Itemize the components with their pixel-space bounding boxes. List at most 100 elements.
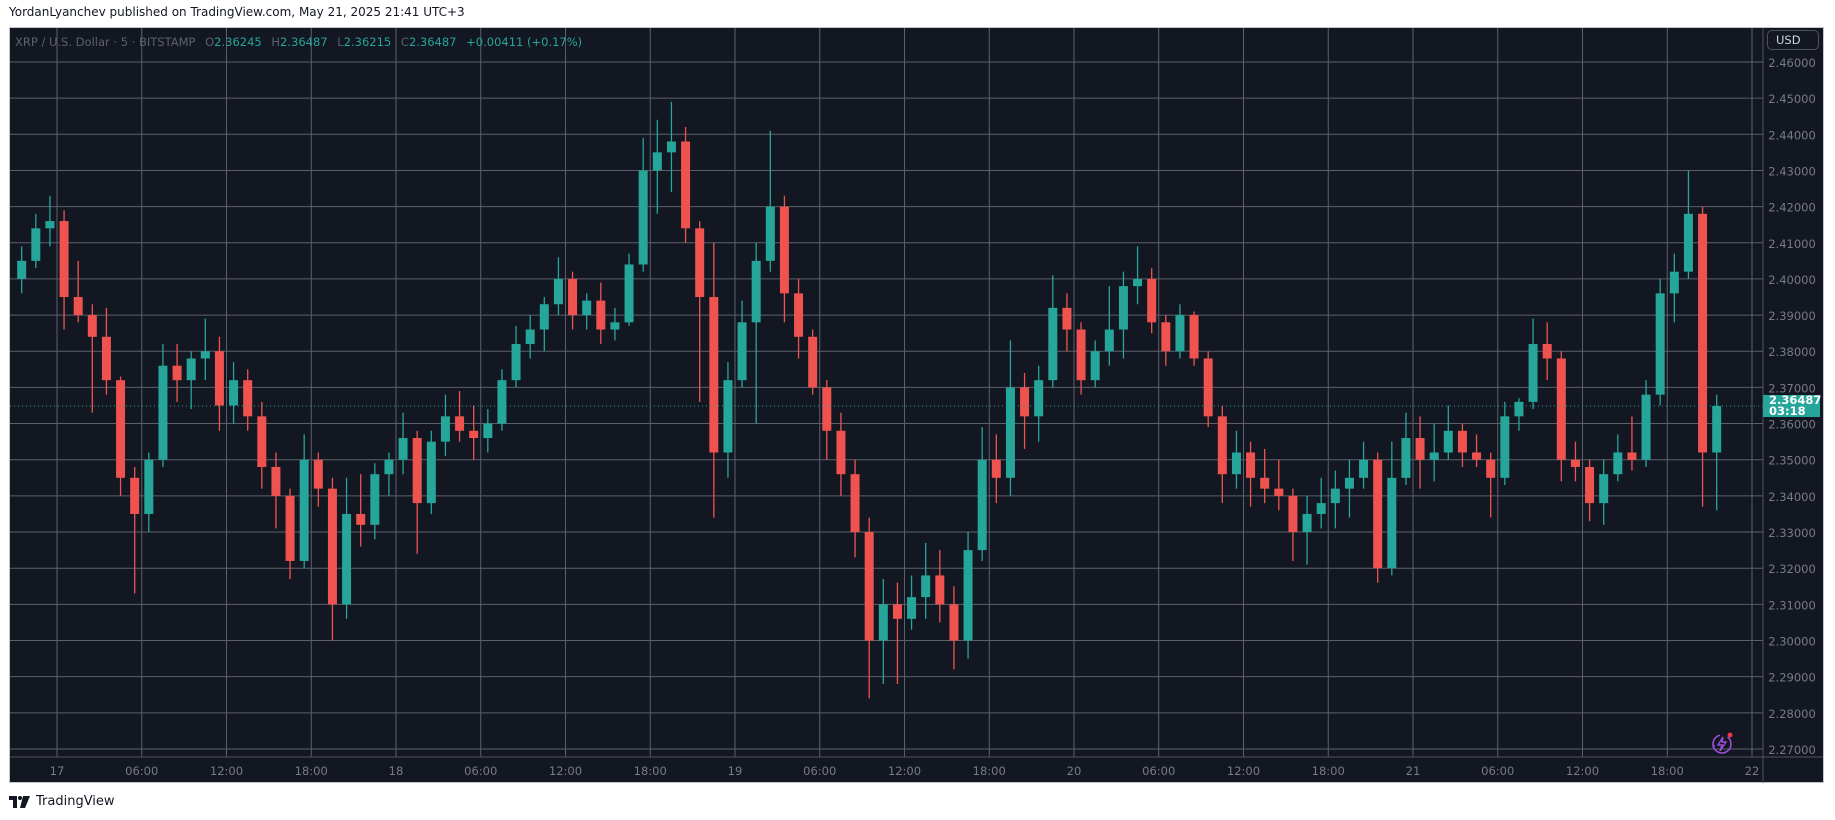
candle (779, 195, 789, 323)
currency-button[interactable]: USD (1767, 30, 1819, 50)
candle (582, 293, 592, 330)
candle (681, 127, 691, 243)
candle (31, 213, 41, 269)
candle (1118, 271, 1128, 359)
candle-body (186, 358, 196, 381)
price-tick-label: 2.33000 (1768, 526, 1816, 540)
candle (45, 195, 55, 247)
candle-body (440, 416, 450, 442)
candle-body (779, 206, 789, 294)
candle (695, 221, 705, 402)
tradingview-branding[interactable]: TradingView (9, 794, 115, 809)
candle-body (638, 170, 648, 265)
symbol-name[interactable]: XRP / U.S. Dollar · 5 · BITSTAMP (15, 35, 196, 49)
candle (1034, 365, 1044, 442)
candle (1415, 416, 1425, 489)
time-axis[interactable]: 17 06:00 12:00 18:00 18 06:00 12:00 18:00 19 06:0… (50, 764, 1760, 778)
candle-body (1076, 329, 1086, 381)
candle (1457, 423, 1467, 467)
grid (10, 28, 1763, 757)
candle (101, 307, 111, 395)
symbol-legend: XRP / U.S. Dollar · 5 · BITSTAMP O2.3624… (15, 35, 582, 49)
price-tick-label: 2.35000 (1768, 454, 1816, 468)
low-value: 2.36215 (343, 35, 392, 49)
candle-body (1486, 459, 1496, 478)
candle-body (907, 597, 917, 619)
candle (299, 434, 309, 569)
candle (553, 257, 563, 316)
candle-body (130, 477, 140, 514)
candle-body (172, 365, 182, 381)
candle (271, 452, 281, 529)
candle-body (1231, 452, 1241, 475)
time-tick-label: 12:00 (888, 764, 921, 778)
candle-body (1302, 513, 1312, 533)
lightning-icon[interactable] (1707, 729, 1737, 759)
candle-body (1274, 488, 1284, 496)
candle (1359, 441, 1369, 489)
candle (1147, 268, 1157, 334)
candle (285, 488, 295, 580)
candle (1246, 441, 1256, 507)
candle (610, 307, 620, 341)
price-tick-label: 2.42000 (1768, 201, 1816, 215)
candle (525, 315, 535, 359)
candle (384, 452, 394, 496)
candle-body (991, 459, 1001, 478)
candle (73, 260, 83, 323)
candle (1090, 340, 1100, 388)
time-tick-label: 17 (50, 764, 65, 778)
price-tick-label: 2.37000 (1768, 381, 1816, 395)
change-value: +0.00411 (+0.17%) (466, 35, 583, 49)
candle (638, 137, 648, 272)
candle (850, 459, 860, 558)
candle-body (1655, 293, 1665, 395)
candle-body (695, 228, 705, 297)
candle (87, 304, 97, 413)
candle (440, 394, 450, 457)
candle (568, 271, 578, 330)
time-tick-label: 12:00 (549, 764, 582, 778)
candle (1344, 459, 1354, 518)
price-axis[interactable]: 2.27000 2.28000 2.29000 2.30000 2.31000 2.320… (1768, 56, 1816, 757)
candle-body (864, 532, 874, 641)
candle-body (144, 459, 154, 514)
candle-body (850, 474, 860, 533)
candle-body (949, 604, 959, 641)
candle (1698, 206, 1708, 507)
candle (1613, 434, 1623, 482)
candle (1585, 459, 1595, 522)
candle (1641, 380, 1651, 467)
time-tick-label: 12:00 (210, 764, 243, 778)
candle-body (1613, 452, 1623, 475)
time-tick-label: 06:00 (464, 764, 497, 778)
candle-body (370, 474, 380, 525)
candle-body (483, 423, 493, 439)
price-tick-label: 2.45000 (1768, 92, 1816, 106)
candle (370, 463, 380, 540)
candle-body (1429, 452, 1439, 460)
candle-body (681, 141, 691, 229)
candle (977, 427, 987, 561)
candle (991, 434, 1001, 504)
candle-body (1698, 213, 1708, 453)
time-tick-label: 18:00 (634, 764, 667, 778)
price-tick-label: 2.44000 (1768, 128, 1816, 142)
candle (144, 452, 154, 533)
candle-body (497, 380, 507, 424)
candle (1260, 448, 1270, 504)
candle-body (1090, 351, 1100, 381)
candle-body (116, 380, 126, 478)
candle-body (1118, 286, 1128, 330)
time-tick-label: 06:00 (1142, 764, 1175, 778)
candle-body (596, 300, 606, 330)
candle (652, 119, 662, 214)
candle-body (1556, 358, 1566, 460)
price-tick-label: 2.46000 (1768, 56, 1816, 70)
candle-body (214, 351, 224, 406)
candle-body (1005, 387, 1015, 478)
candle-body (822, 387, 832, 431)
candle-body (1387, 477, 1397, 569)
candle (59, 210, 69, 330)
